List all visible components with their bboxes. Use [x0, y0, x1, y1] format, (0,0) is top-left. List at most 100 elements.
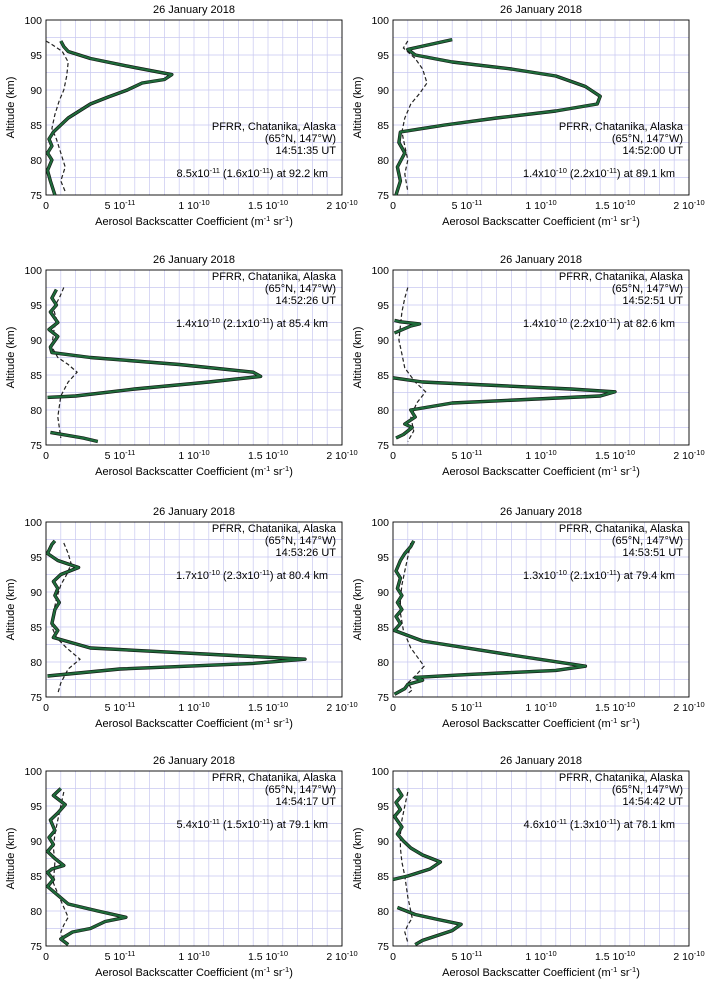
x-tick-exponent: -10	[199, 448, 210, 457]
x-axis-label-exponent: -1	[630, 464, 637, 473]
x-tick-label: 0	[390, 702, 396, 714]
x-tick-exponent: -11	[472, 700, 482, 709]
y-tick-label: 90	[377, 335, 389, 347]
series-profile-outline	[45, 539, 307, 678]
x-axis-label-text: sr	[617, 466, 630, 478]
series-profile-outline	[392, 318, 617, 440]
series-error-line	[52, 791, 69, 943]
annotation-line: PFRR, Chatanika, Alaska	[559, 121, 684, 133]
annotation-line: PFRR, Chatanika, Alaska	[559, 271, 684, 283]
annotation-line: (65°N, 147°W)	[265, 784, 336, 796]
y-tick-label: 75	[30, 692, 42, 704]
y-tick-label: 85	[377, 622, 389, 634]
y-tick-label: 95	[30, 300, 42, 312]
x-axis-label-exponent: -1	[264, 214, 271, 223]
x-tick-mantissa: 2 10	[326, 200, 347, 212]
plot-frame	[45, 521, 343, 698]
annotation-line: PFRR, Chatanika, Alaska	[559, 523, 684, 535]
peak-note-exponent: -11	[260, 166, 270, 175]
y-tick-label: 85	[377, 370, 389, 382]
x-axis-label-exponent: -1	[264, 716, 271, 725]
x-tick-mantissa: 5 10	[105, 450, 126, 462]
y-tick-label: 95	[30, 50, 42, 62]
series-error-line	[399, 791, 413, 943]
peak-note: 1.4x10-10 (2.2x10-11) at 82.6 km	[523, 316, 675, 331]
x-axis-label-text: Aerosol Backscatter Coefficient (m	[442, 967, 611, 979]
y-tick-label: 85	[30, 370, 42, 382]
x-tick-label: 1.5 10-10	[595, 700, 635, 715]
x-tick-mantissa: 1 10	[178, 450, 199, 462]
x-tick-label: 0	[43, 702, 49, 714]
x-tick-label: 5 10-11	[452, 700, 483, 715]
x-tick-mantissa: 1.5 10	[248, 450, 277, 462]
x-tick-exponent: -10	[277, 198, 288, 207]
peak-note-text: 4.6x10	[524, 819, 557, 831]
x-tick-label: 5 10-11	[105, 448, 136, 463]
x-tick-exponent: -10	[199, 949, 210, 958]
peak-note-text: 1.4x10	[523, 318, 556, 330]
peak-note-text: ) at 79.4 km	[617, 570, 675, 582]
x-tick-mantissa: 1 10	[525, 702, 546, 714]
x-tick-exponent: -10	[546, 198, 557, 207]
x-tick-mantissa: 5 10	[105, 702, 126, 714]
x-tick-exponent: -10	[694, 700, 705, 709]
series-error-line	[398, 287, 427, 442]
x-tick-mantissa: 1 10	[525, 450, 546, 462]
peak-note-text: ) at 79.1 km	[270, 819, 328, 831]
annotation-line: PFRR, Chatanika, Alaska	[212, 121, 337, 133]
x-tick-label: 2 10-10	[326, 949, 357, 964]
chart-title: 26 January 2018	[500, 755, 582, 767]
x-axis-label-text: )	[289, 967, 293, 979]
series-error-line	[45, 40, 69, 192]
x-tick-label: 5 10-11	[105, 198, 136, 213]
peak-note-text: ) at 78.1 km	[617, 819, 675, 831]
peak-note-exponent: -11	[260, 316, 270, 325]
x-tick-exponent: -11	[125, 700, 135, 709]
x-tick-label: 2 10-10	[673, 448, 704, 463]
plot-frame	[392, 770, 690, 947]
y-tick-label: 90	[30, 85, 42, 97]
x-tick-label: 1.5 10-10	[595, 198, 635, 213]
x-axis-label-text: Aerosol Backscatter Coefficient (m	[95, 216, 264, 228]
y-tick-label: 80	[30, 155, 42, 167]
peak-note-text: (2.3x10	[220, 570, 260, 582]
y-tick-label: 80	[30, 405, 42, 417]
x-tick-mantissa: 2 10	[326, 951, 347, 963]
x-axis-label: Aerosol Backscatter Coefficient (m-1 sr-…	[442, 214, 640, 229]
x-tick-exponent: -10	[277, 448, 288, 457]
series-profile-outline	[47, 288, 263, 444]
x-axis-label-text: )	[289, 466, 293, 478]
x-axis-label-text: )	[636, 216, 640, 228]
peak-note: 1.4x10-10 (2.1x10-11) at 85.4 km	[176, 316, 328, 331]
peak-note: 1.3x10-10 (2.1x10-11) at 79.4 km	[523, 568, 675, 583]
annotation-line: (65°N, 147°W)	[612, 535, 683, 547]
x-tick-label: 1 10-10	[178, 198, 209, 213]
y-tick-label: 100	[24, 265, 42, 277]
y-tick-label: 85	[30, 622, 42, 634]
x-axis-label-text: sr	[617, 718, 630, 730]
x-tick-mantissa: 5 10	[452, 200, 473, 212]
peak-note-text: (2.1x10	[220, 318, 260, 330]
x-tick-label: 0	[43, 450, 49, 462]
y-tick-label: 90	[30, 836, 42, 848]
x-axis-label: Aerosol Backscatter Coefficient (m-1 sr-…	[442, 464, 640, 479]
y-tick-label: 90	[30, 335, 42, 347]
peak-note-text: 1.4x10	[176, 318, 209, 330]
peak-note-exponent: -11	[260, 568, 270, 577]
series-error-line	[399, 542, 425, 694]
y-tick-label: 95	[377, 552, 389, 564]
annotation-line: PFRR, Chatanika, Alaska	[212, 772, 337, 784]
chart-title: 26 January 2018	[153, 506, 235, 518]
peak-note-text: (1.6x10	[220, 168, 260, 180]
x-tick-exponent: -10	[694, 949, 705, 958]
annotation-line: PFRR, Chatanika, Alaska	[212, 523, 337, 535]
x-tick-label: 5 10-11	[452, 198, 483, 213]
x-axis-label-exponent: -1	[283, 965, 290, 974]
y-tick-label: 90	[377, 587, 389, 599]
y-tick-label: 95	[30, 552, 42, 564]
x-tick-label: 1.5 10-10	[595, 949, 635, 964]
x-tick-mantissa: 0	[43, 450, 49, 462]
